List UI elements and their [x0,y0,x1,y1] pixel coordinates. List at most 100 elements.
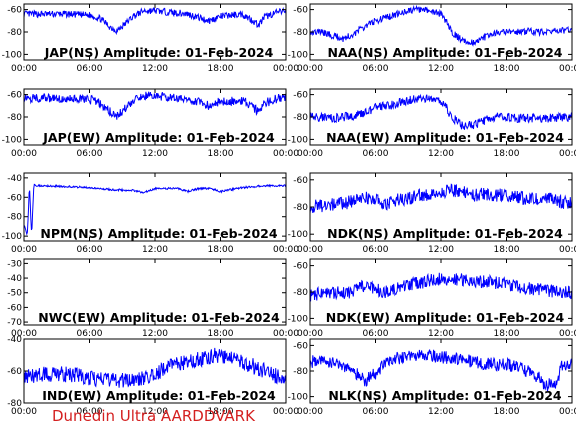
x-tick-label: 18:00 [494,329,520,339]
y-tick-label: -60 [7,193,22,203]
x-tick-label: 00:00 [559,245,576,255]
y-tick-label: -100 [2,232,23,242]
x-tick-label: 00:00 [11,149,37,159]
x-tick-label: 12:00 [142,329,168,339]
x-tick-label: 12:00 [142,64,168,74]
x-tick-label: 18:00 [208,149,234,159]
x-tick-label: 06:00 [77,407,103,417]
y-tick-label: -60 [7,367,22,377]
x-tick-label: 18:00 [208,329,234,339]
x-tick-label: 00:00 [297,329,323,339]
x-tick-label: 00:00 [273,329,299,339]
x-tick-label: 12:00 [428,407,454,417]
x-tick-label: 12:00 [428,245,454,255]
y-tick-label: -60 [293,341,308,351]
x-tick-label: 00:00 [559,149,576,159]
x-tick-label: 18:00 [494,64,520,74]
chart-panel: 00:00 06:00 12:00 18:00 00:00 -60 -80 -100 NAA(N… [288,3,576,74]
y-tick-label: -100 [2,135,23,145]
x-tick-label: 00:00 [11,245,37,255]
y-tick-label: -80 [7,399,22,409]
y-tick-label: -60 [7,303,22,313]
panel-title: NLK(NS) Amplitude: 01-Feb-2024 [328,388,562,403]
x-tick-label: 12:00 [428,329,454,339]
panel-title: JAP(NS) Amplitude: 01-Feb-2024 [44,45,274,60]
x-tick-label: 18:00 [494,245,520,255]
chart-panel: 00:00 06:00 12:00 18:00 00:00 -40 -60 -80 -100 NP… [2,172,299,255]
x-tick-label: 06:00 [363,329,389,339]
y-tick-label: -60 [293,6,308,16]
y-tick-label: -50 [7,289,22,299]
chart-panel: 00:00 06:00 12:00 18:00 00:00 -60 -80 -100 NDK(N… [288,172,576,255]
y-tick-label: -70 [7,318,22,328]
x-tick-label: 12:00 [142,245,168,255]
y-tick-label: -40 [7,274,22,284]
x-tick-label: 00:00 [297,245,323,255]
chart-panel: 00:00 06:00 12:00 18:00 00:00 -60 -80 -100 JAP(N… [2,3,299,74]
x-tick-label: 18:00 [208,64,234,74]
x-tick-label: 00:00 [11,407,37,417]
x-tick-label: 18:00 [208,245,234,255]
y-tick-label: -40 [7,335,22,345]
x-tick-label: 18:00 [494,407,520,417]
x-tick-label: 06:00 [77,149,103,159]
amplitude-series [310,4,572,47]
y-tick-label: -80 [7,28,22,38]
y-tick-label: -80 [7,113,22,123]
y-tick-label: -60 [293,91,308,101]
chart-panel: 00:00 06:00 12:00 18:00 00:00 -30 -40 -50 -60 -70… [7,258,299,339]
x-tick-label: 06:00 [77,245,103,255]
x-tick-label: 00:00 [297,149,323,159]
x-tick-label: 12:00 [428,64,454,74]
x-tick-label: 12:00 [142,149,168,159]
x-tick-label: 00:00 [559,329,576,339]
panel-title: IND(EW) Amplitude: 01-Feb-2024 [42,388,276,403]
y-tick-label: -60 [7,6,22,16]
chart-panel: 00:00 06:00 12:00 18:00 00:00 -60 -80 -100 JAP(E… [2,88,299,159]
x-tick-label: 18:00 [208,407,234,417]
amplitude-series [24,183,286,236]
x-tick-label: 00:00 [297,64,323,74]
panel-title: NWC(EW) Amplitude: 01-Feb-2024 [38,310,280,325]
amplitude-series [310,93,572,130]
panel-title: NPM(NS) Amplitude: 01-Feb-2024 [40,226,277,241]
x-tick-label: 06:00 [363,149,389,159]
y-tick-label: -30 [7,259,22,269]
y-tick-label: -80 [293,203,308,213]
amplitude-series [24,347,286,388]
y-tick-label: -40 [7,174,22,184]
y-tick-label: -100 [288,50,309,60]
x-tick-label: 00:00 [273,64,299,74]
y-tick-label: -100 [288,230,309,240]
y-tick-label: -100 [2,50,23,60]
y-tick-label: -100 [288,393,309,403]
amplitude-series [24,91,286,120]
x-tick-label: 12:00 [142,407,168,417]
x-tick-label: 00:00 [11,64,37,74]
y-tick-label: -80 [293,113,308,123]
amplitude-series [310,349,572,392]
panel-title: NDK(EW) Amplitude: 01-Feb-2024 [326,310,565,325]
x-tick-label: 00:00 [11,329,37,339]
x-tick-label: 00:00 [559,64,576,74]
footer-label: Dunedin Ultra AARDDVARK [52,407,255,425]
panel-title: NAA(EW) Amplitude: 01-Feb-2024 [326,130,564,145]
x-tick-label: 06:00 [363,245,389,255]
x-tick-label: 06:00 [363,407,389,417]
chart-panel: 00:00 06:00 12:00 18:00 00:00 -60 -80 -100 NLK(N… [288,338,576,417]
x-tick-label: 06:00 [77,64,103,74]
panel-title: NAA(NS) Amplitude: 01-Feb-2024 [328,45,563,60]
y-tick-label: -60 [7,91,22,101]
x-tick-label: 00:00 [273,407,299,417]
chart-panel: 00:00 06:00 12:00 18:00 00:00 -60 -80 -100 NDK(E… [288,258,576,339]
y-tick-label: -80 [293,288,308,298]
chart-panel: 00:00 06:00 12:00 18:00 00:00 -40 -60 -80 IND(EW… [7,335,299,417]
chart-panel: 00:00 06:00 12:00 18:00 00:00 -60 -80 -100 NAA(E… [288,88,576,159]
y-tick-label: -100 [288,314,309,324]
panel-title: JAP(EW) Amplitude: 01-Feb-2024 [42,130,275,145]
x-tick-label: 06:00 [363,64,389,74]
y-tick-label: -100 [288,135,309,145]
x-tick-label: 00:00 [273,149,299,159]
amplitude-series [310,272,572,302]
